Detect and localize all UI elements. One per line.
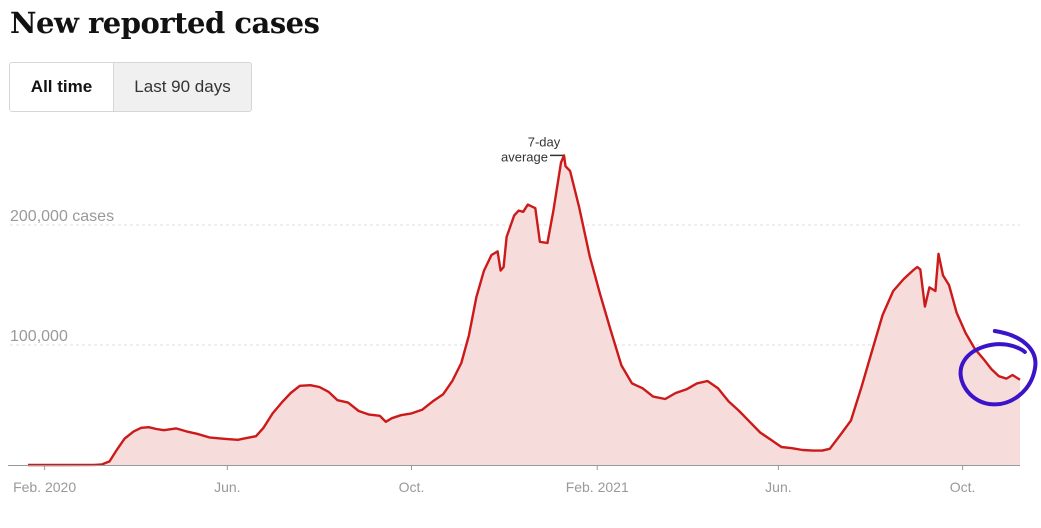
all-time-button[interactable]: All time [10, 63, 113, 111]
annotation-line-1: 7-day [528, 134, 561, 149]
y-tick-label: 100,000 [10, 328, 68, 345]
last-90-days-button[interactable]: Last 90 days [113, 63, 251, 111]
annotation-line-2: average [501, 149, 548, 164]
x-tick-label: Jun. [765, 479, 791, 495]
x-tick-label: Feb. 2020 [13, 479, 76, 495]
cases-line [28, 154, 1021, 467]
page-title: New reported cases [10, 6, 320, 40]
time-range-toggle: All time Last 90 days [9, 62, 252, 112]
hand-drawn-markup [958, 329, 1038, 407]
hand-drawn-circle [958, 329, 1038, 407]
cases-area [28, 155, 1020, 465]
x-tick-label: Oct. [399, 479, 425, 495]
y-tick-label: 200,000 cases [10, 208, 114, 225]
x-tick-label: Feb. 2021 [566, 479, 629, 495]
x-tick-label: Oct. [950, 479, 976, 495]
x-tick-label: Jun. [214, 479, 240, 495]
x-axis: Feb. 2020 Jun. Oct. Feb. 2021 Jun. Oct. [8, 465, 1020, 495]
y-axis-labels: 100,000 200,000 cases [10, 208, 114, 345]
